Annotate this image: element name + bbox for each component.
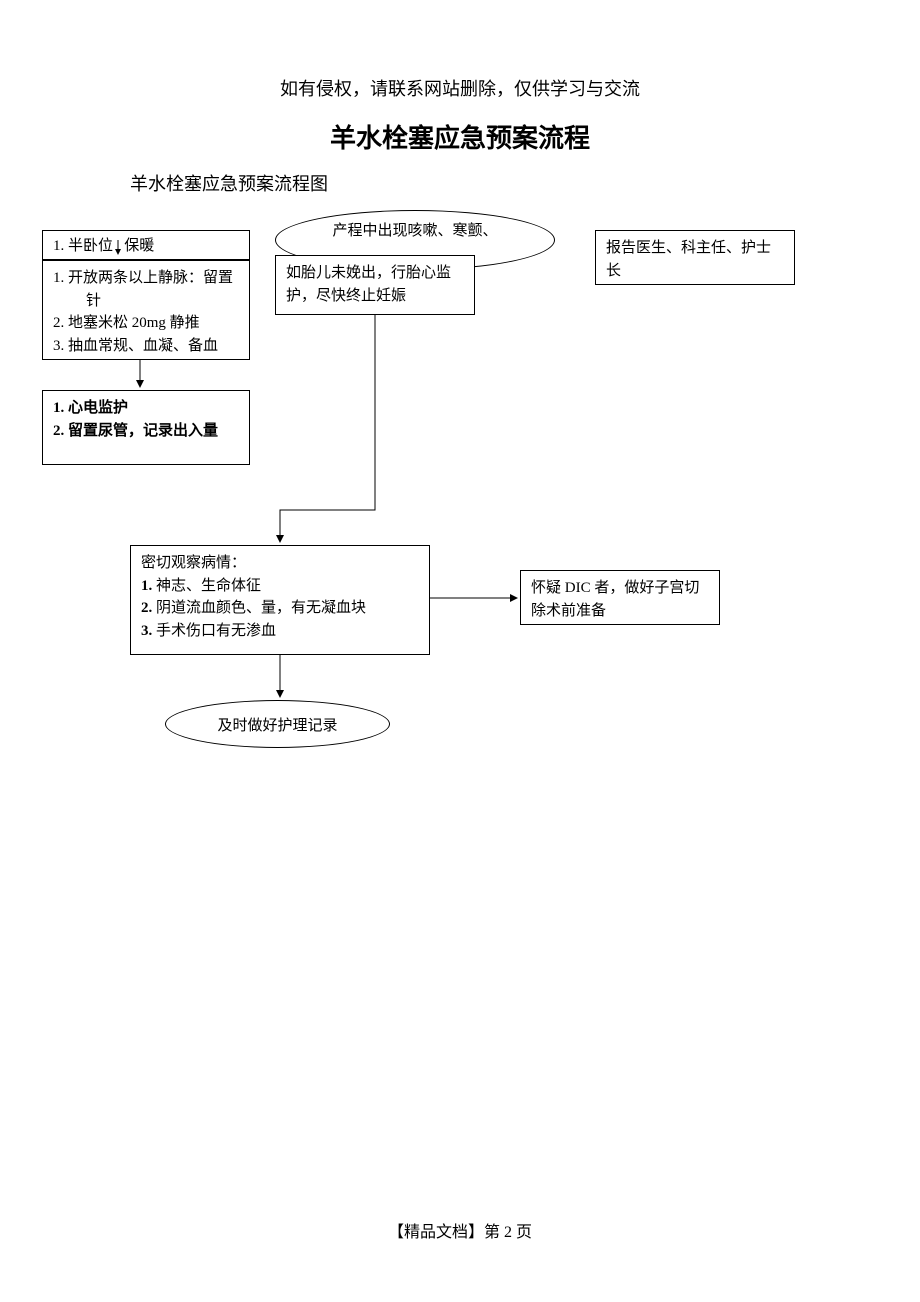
- box-fetal-monitor: 如胎儿未娩出，行胎心监护，尽快终止妊娠: [275, 255, 475, 315]
- page-subtitle: 羊水栓塞应急预案流程图: [130, 170, 328, 196]
- header-note: 如有侵权，请联系网站删除，仅供学习与交流: [0, 75, 920, 101]
- ellipse-symptoms-text: 产程中出现咳嗽、寒颤、: [332, 223, 497, 239]
- box-observe-item-3: 3. 手术伤口有无渗血: [141, 620, 419, 643]
- box-report-doctor: 报告医生、科主任、护士长: [595, 230, 795, 285]
- box-iv-meds-item-2: 2. 地塞米松 20mg 静推: [53, 312, 239, 335]
- box-iv-meds-item-1: 1. 开放两条以上静脉：留置针: [53, 267, 239, 312]
- ellipse-nursing-record-text: 及时做好护理记录: [217, 714, 337, 735]
- box-observe: 密切观察病情： 1. 神志、生命体征 2. 阴道流血颜色、量，有无凝血块 3. …: [130, 545, 430, 655]
- box-position-warm-text: 1. 半卧位 保暖: [53, 238, 154, 254]
- box-observe-item-2: 2. 阴道流血颜色、量，有无凝血块: [141, 597, 419, 620]
- box-fetal-monitor-text: 如胎儿未娩出，行胎心监护，尽快终止妊娠: [286, 265, 451, 304]
- box-ecg-catheter: 1. 心电监护 2. 留置尿管，记录出入量: [42, 390, 250, 465]
- page-title: 羊水栓塞应急预案流程: [0, 118, 920, 155]
- box-position-warm: 1. 半卧位 保暖: [42, 230, 250, 260]
- box-dic-prep-text: 怀疑 DIC 者，做好子宫切除术前准备: [531, 580, 699, 619]
- box-ecg-item-2: 2. 留置尿管，记录出入量: [53, 420, 239, 443]
- box-observe-item-1: 1. 神志、生命体征: [141, 575, 419, 598]
- box-ecg-item-1: 1. 心电监护: [53, 397, 239, 420]
- arrow-inline-icon: [112, 240, 124, 256]
- page-footer: 【精品文档】第 2 页: [0, 1218, 920, 1242]
- box-iv-meds-item-3: 3. 抽血常规、血凝、备血: [53, 335, 239, 358]
- box-observe-title: 密切观察病情：: [141, 552, 419, 575]
- box-dic-prep: 怀疑 DIC 者，做好子宫切除术前准备: [520, 570, 720, 625]
- ellipse-nursing-record: 及时做好护理记录: [165, 700, 390, 748]
- box-report-doctor-text: 报告医生、科主任、护士长: [606, 240, 771, 279]
- arrow-center-to-observe: [280, 315, 375, 541]
- box-iv-meds: 1. 开放两条以上静脉：留置针 2. 地塞米松 20mg 静推 3. 抽血常规、…: [42, 260, 250, 360]
